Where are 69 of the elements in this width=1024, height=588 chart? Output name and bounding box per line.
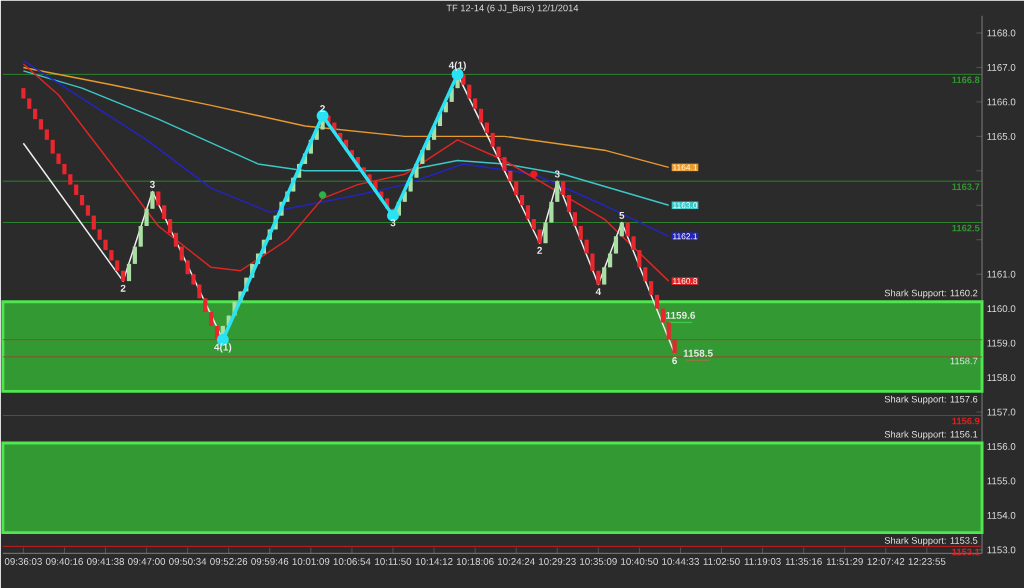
y-tick-label: 1158.0 xyxy=(987,374,1016,381)
annotation: 2 xyxy=(320,104,325,112)
y-tick-label: 1166.0 xyxy=(987,98,1016,106)
x-tick-label: 09:50:34 xyxy=(169,557,207,565)
x-tick-label: 10:01:09 xyxy=(292,557,330,565)
x-tick-label: 12:23:55 xyxy=(908,557,946,565)
x-tick-label: 11:19:03 xyxy=(744,557,781,565)
line-series xyxy=(22,70,670,206)
annotation: Shark Support: 1157.6 xyxy=(884,395,978,405)
x-tick-label: 10:44:33 xyxy=(662,557,699,565)
x-tick-label: 10:06:54 xyxy=(333,557,371,565)
x-tick-label: 12:07:42 xyxy=(867,557,905,565)
x-tick-label: 09:59:46 xyxy=(251,557,289,565)
x-tick-label: 11:35:16 xyxy=(785,557,822,565)
x-tick-label: 09:41:38 xyxy=(86,557,124,565)
data-label: 1163.0 xyxy=(673,202,698,209)
chart-title: TF 12-14 (6 JJ_Bars) 12/1/2014 xyxy=(446,4,579,13)
ref-line-label: 1163.7 xyxy=(952,183,980,190)
line-series xyxy=(22,59,670,237)
band-label: Shark Support: 1160.2 xyxy=(884,289,978,299)
x-tick-label: 09:47:00 xyxy=(128,557,166,565)
band-label: Shark Support: 1156.1 xyxy=(884,430,978,440)
x-tick-label: 10:35:09 xyxy=(580,557,617,565)
x-tick-label: 10:18:06 xyxy=(456,557,494,565)
annotation: 3 xyxy=(554,170,560,178)
data-label: 1158.5 xyxy=(683,349,713,357)
annotation: 2 xyxy=(537,246,543,254)
x-tick-label: 10:11:50 xyxy=(375,557,412,565)
y-tick-label: 1167.0 xyxy=(987,63,1016,71)
x-tick-label: 10:24:24 xyxy=(498,557,535,565)
annotation: 2 xyxy=(120,284,126,292)
y-tick-label: 1161.0 xyxy=(987,270,1016,278)
y-tick-label: 1156.0 xyxy=(987,442,1016,450)
candlestick xyxy=(555,180,560,203)
x-tick-label: 11:02:50 xyxy=(703,557,740,565)
ref-line-label: 1162.5 xyxy=(952,224,980,232)
y-tick-label: 1154.0 xyxy=(987,511,1016,519)
y-tick-label: 1165.0 xyxy=(987,132,1016,140)
y-tick-label: 1159.0 xyxy=(987,339,1016,347)
annotation: 4(1) xyxy=(214,343,232,353)
data-label: 1162.1 xyxy=(673,233,698,240)
data-label: 1159.6 xyxy=(666,311,696,319)
x-tick-label: 10:29:23 xyxy=(539,557,576,565)
x-tick-label: 09:52:26 xyxy=(210,557,248,565)
annotation: 6 xyxy=(672,356,678,364)
y-tick-label: 1160.0 xyxy=(987,305,1016,312)
ref-line-label: 1156.9 xyxy=(952,417,980,425)
x-tick-label: 09:36:03 xyxy=(4,557,42,565)
x-tick-label: 09:40:16 xyxy=(45,557,83,565)
y-tick-label: 1168.0 xyxy=(987,29,1016,37)
ref-line-label: 1166.8 xyxy=(952,76,980,84)
data-label: 1160.8 xyxy=(673,277,698,284)
ref-line-label: 1153.1 xyxy=(952,548,980,556)
point xyxy=(530,170,538,178)
point xyxy=(318,191,327,199)
annotation: Shark Support: 1153.5 xyxy=(884,536,978,546)
annotation: 3 xyxy=(149,180,155,188)
line-series xyxy=(22,63,670,282)
annotation: 3 xyxy=(390,219,396,227)
y-tick-label: 1157.0 xyxy=(987,408,1016,416)
x-tick-label: 10:14:12 xyxy=(415,557,453,565)
data-label: 1164.1 xyxy=(673,164,698,171)
annotation: 4 xyxy=(595,288,602,295)
annotation: 4(1) xyxy=(448,61,466,71)
y-tick-label: 1153.0 xyxy=(987,546,1016,554)
y-tick-label: 1155.0 xyxy=(987,477,1016,485)
x-tick-label: 10:40:50 xyxy=(621,557,658,565)
x-tick-label: 11:51:29 xyxy=(826,557,863,565)
annotation: 1158.7 xyxy=(950,357,978,365)
